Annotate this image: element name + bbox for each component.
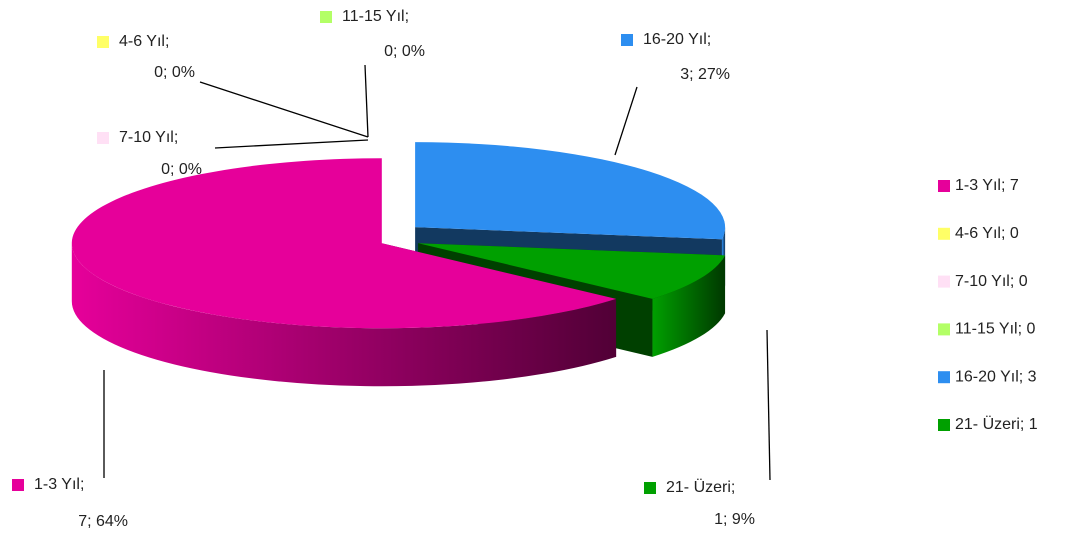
label-swatch (644, 482, 656, 494)
legend-label: 21- Üzeri; 1 (955, 415, 1038, 433)
slice (415, 142, 726, 240)
data-label-name: 11-15 Yıl; (342, 8, 409, 25)
slice (71, 158, 617, 329)
label-swatch (621, 34, 633, 46)
slice (418, 243, 726, 299)
data-label-value: 3; 27% (680, 66, 730, 83)
leader-line (199, 81, 369, 138)
data-label-value: 0; 0% (384, 43, 425, 60)
legend-swatch (938, 323, 950, 336)
legend-label: 7-10 Yıl; 0 (955, 273, 1028, 290)
label-swatch (12, 479, 24, 491)
data-label-value: 0; 0% (154, 64, 195, 81)
legend-label: 1-3 Yıl; 7 (955, 177, 1019, 194)
leader-line (364, 64, 369, 138)
legend-swatch (938, 180, 950, 192)
legend-swatch (938, 419, 950, 431)
leader-line (214, 139, 369, 149)
slice-side (71, 243, 617, 387)
data-label-name: 16-20 Yıl; (643, 31, 711, 48)
legend-label: 16-20 Yıl; 3 (955, 368, 1037, 385)
legend-swatch (938, 371, 950, 384)
data-label-name: 21- Üzeri; (666, 478, 735, 496)
data-label-name: 1-3 Yıl; (34, 476, 84, 493)
leader-line (614, 86, 638, 156)
data-label-name: 7-10 Yıl; (119, 129, 178, 146)
data-label-value: 1; 9% (714, 511, 755, 528)
legend-swatch (938, 227, 950, 240)
label-swatch (97, 132, 109, 144)
leader-line (766, 329, 771, 481)
slice-side (652, 255, 726, 357)
legend-label: 11-15 Yıl; 0 (955, 321, 1035, 338)
data-label-value: 0; 0% (161, 161, 202, 178)
data-label-value: 7; 64% (78, 513, 128, 530)
data-label-name: 4-6 Yıl; (119, 33, 169, 50)
legend-label: 4-6 Yıl; 0 (955, 225, 1019, 242)
label-swatch (97, 36, 109, 48)
label-swatch (320, 11, 332, 23)
legend-swatch (938, 275, 950, 288)
